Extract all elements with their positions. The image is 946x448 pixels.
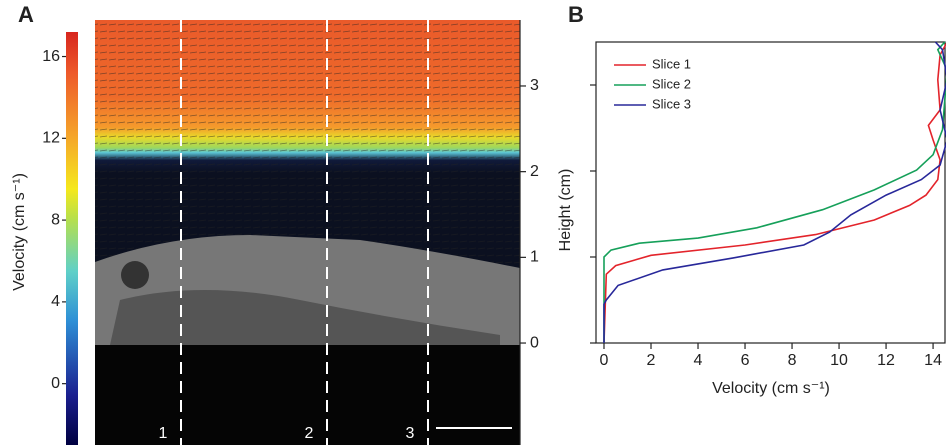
y2-tick-label: 0 [530, 334, 539, 351]
series-line [603, 41, 946, 343]
colorbar-tick-label: 12 [42, 130, 60, 147]
series-line [603, 42, 946, 344]
plot-frame [595, 41, 946, 344]
slice-label: 1 [159, 425, 168, 442]
x-tick-label: 6 [741, 352, 750, 369]
colorbar-tick-label: 8 [51, 211, 60, 228]
x-tick-label: 0 [600, 352, 609, 369]
colorbar-tick-label: 0 [51, 375, 60, 392]
flow-image [95, 20, 520, 445]
x-tick-label: 8 [788, 352, 797, 369]
slice-label: 3 [406, 425, 415, 442]
legend-label: Slice 1 [652, 56, 691, 71]
legend-label: Slice 2 [652, 76, 691, 91]
x-tick-label: 14 [924, 352, 942, 369]
colorbar-label: Velocity (cm s⁻¹) [11, 173, 28, 291]
x-axis-label: Velocity (cm s⁻¹) [712, 380, 830, 397]
panel-label: B [568, 2, 584, 27]
slice-label: 2 [305, 425, 314, 442]
y2-label: Height (cm) [557, 169, 574, 252]
x-tick-label: 2 [647, 352, 656, 369]
legend-label: Slice 3 [652, 96, 691, 111]
x-tick-label: 4 [694, 352, 703, 369]
x-tick-label: 12 [877, 352, 895, 369]
y2-tick-label: 3 [530, 77, 539, 94]
series-line [603, 41, 946, 343]
panel-label: A [18, 2, 34, 27]
y2-tick-label: 1 [530, 249, 539, 266]
colorbar-tick-label: 16 [42, 48, 60, 65]
y2-tick-label: 2 [530, 163, 539, 180]
colorbar [66, 32, 78, 445]
x-tick-label: 10 [830, 352, 848, 369]
colorbar-tick-label: 4 [51, 293, 60, 310]
